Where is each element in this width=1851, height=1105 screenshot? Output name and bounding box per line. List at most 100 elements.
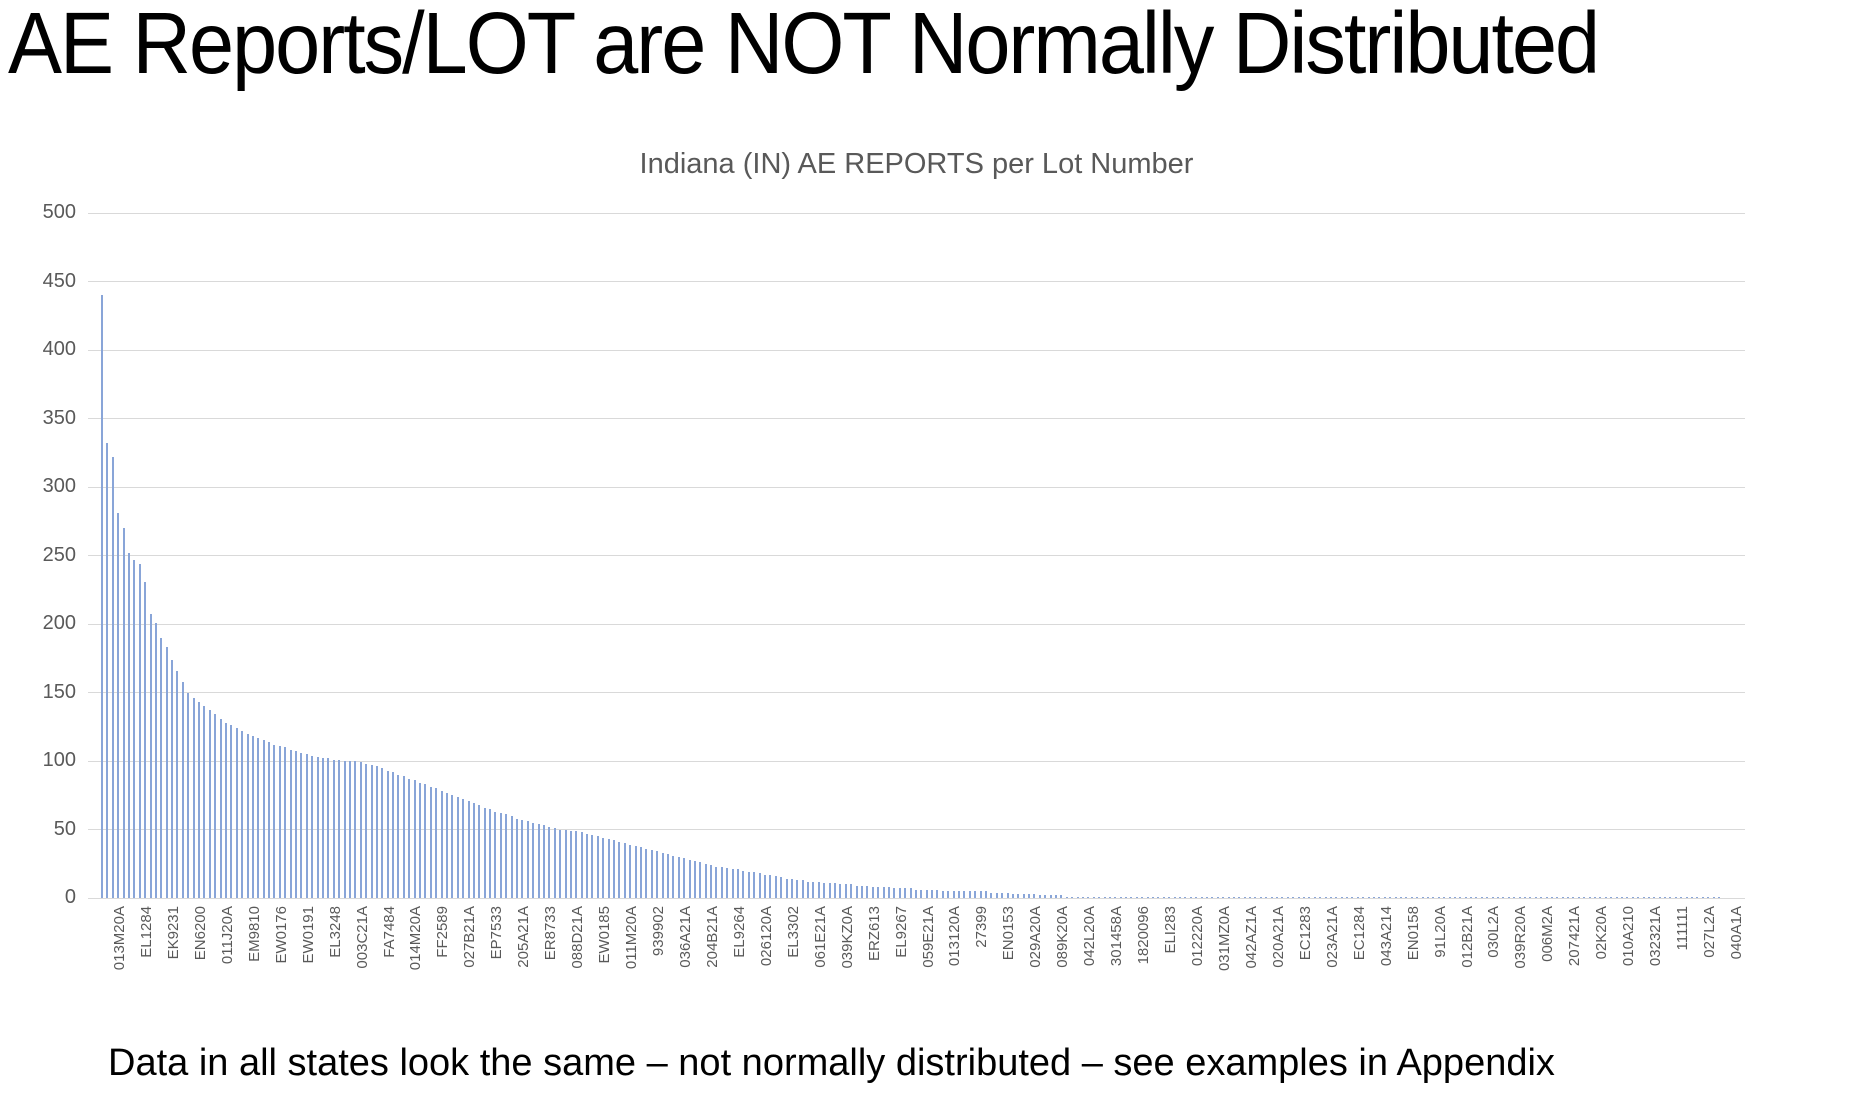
bar (586, 833, 589, 898)
bar (1329, 896, 1332, 898)
x-axis-tick-label: 061E21A (811, 906, 829, 968)
x-axis-tick-label: EL3302 (784, 906, 802, 958)
bar (1707, 896, 1710, 898)
x-axis-tick-label: EL9264 (730, 906, 748, 958)
bar (542, 825, 545, 898)
bar (106, 443, 109, 898)
bar (295, 751, 298, 898)
bar (284, 747, 287, 898)
bar (348, 761, 351, 898)
bar (569, 830, 572, 898)
bar (661, 852, 664, 898)
y-axis-tick-label: 150 (42, 680, 76, 703)
bar (1141, 896, 1144, 898)
gridline (88, 555, 1745, 556)
bar (553, 828, 556, 898)
x-axis-tick-label: 003C21A (353, 906, 371, 969)
bar (397, 774, 400, 898)
x-axis-tick-label: EW0176 (272, 906, 290, 964)
bar (499, 813, 502, 898)
bar (850, 884, 853, 898)
bar (192, 697, 195, 898)
x-axis-tick-label: FF2589 (434, 906, 452, 958)
bar (1378, 896, 1381, 898)
x-axis-tick-label: EK9231 (164, 906, 182, 960)
bar (925, 889, 928, 898)
x-axis-tick-label: 036A21A (676, 906, 694, 968)
bar (456, 796, 459, 898)
bar (979, 891, 982, 898)
bar (462, 799, 465, 898)
bar (666, 854, 669, 898)
bar (882, 887, 885, 898)
bar (494, 811, 497, 898)
bar (305, 754, 308, 898)
bar (144, 581, 147, 898)
bar (1701, 896, 1704, 898)
bar (677, 856, 680, 898)
bar (187, 692, 190, 898)
bar (251, 736, 254, 898)
x-axis-tick-label: 042L20A (1081, 906, 1099, 967)
bar (338, 759, 341, 898)
bar (451, 795, 454, 898)
bar (1620, 896, 1623, 898)
bar (1480, 896, 1483, 898)
x-axis-tick-label: ERZ613 (865, 906, 883, 962)
x-axis-tick-label: 91L20A (1431, 906, 1449, 958)
bar (1540, 896, 1543, 898)
bar (1195, 896, 1198, 898)
bar (445, 792, 448, 898)
y-axis-tick-label: 300 (42, 475, 76, 497)
bar (1567, 896, 1570, 898)
x-axis-tick-label: 030L2A (1485, 906, 1503, 958)
bar (1081, 896, 1084, 898)
x-axis-tick-label: EM9810 (245, 906, 263, 962)
bar (1405, 896, 1408, 898)
bar (138, 563, 141, 898)
bar (1205, 896, 1208, 898)
x-axis-tick-label: EL3248 (326, 906, 344, 958)
bar (1286, 896, 1289, 898)
bar (559, 829, 562, 898)
bar (1152, 896, 1155, 898)
x-axis-tick-label: 011M20A (623, 906, 641, 970)
bar (699, 862, 702, 898)
bar (769, 874, 772, 898)
bar (1071, 896, 1074, 898)
bar (828, 882, 831, 898)
x-axis-tick-label: 111111 (1674, 906, 1692, 951)
bar (1319, 896, 1322, 898)
bar (790, 878, 793, 898)
bar (1022, 893, 1025, 898)
bar (877, 887, 880, 898)
x-axis-tick-label: 039KZ0A (838, 906, 856, 969)
bar (181, 681, 184, 898)
bar (1162, 896, 1165, 898)
bar (133, 559, 136, 898)
bar (111, 456, 114, 898)
bar (1367, 896, 1370, 898)
bar (1265, 896, 1268, 898)
x-axis-tick-label: EL1284 (137, 906, 155, 958)
bar (246, 733, 249, 898)
bar (1232, 896, 1235, 898)
bar (1184, 896, 1187, 898)
bar (467, 800, 470, 898)
bar (871, 887, 874, 898)
bar (1691, 896, 1694, 898)
bar (656, 851, 659, 898)
bar (1604, 896, 1607, 898)
bar (1599, 896, 1602, 898)
gridline (88, 486, 1745, 488)
x-axis-tick-label: 013120A (946, 906, 964, 967)
bar (316, 756, 319, 898)
bar (1340, 896, 1343, 898)
x-axis-tick-label: 088D21A (569, 906, 587, 969)
bar (1060, 895, 1063, 898)
bar (149, 614, 152, 898)
bar (1685, 896, 1688, 898)
gridline (88, 829, 1745, 830)
bar (1130, 896, 1133, 898)
bar (1249, 896, 1252, 898)
